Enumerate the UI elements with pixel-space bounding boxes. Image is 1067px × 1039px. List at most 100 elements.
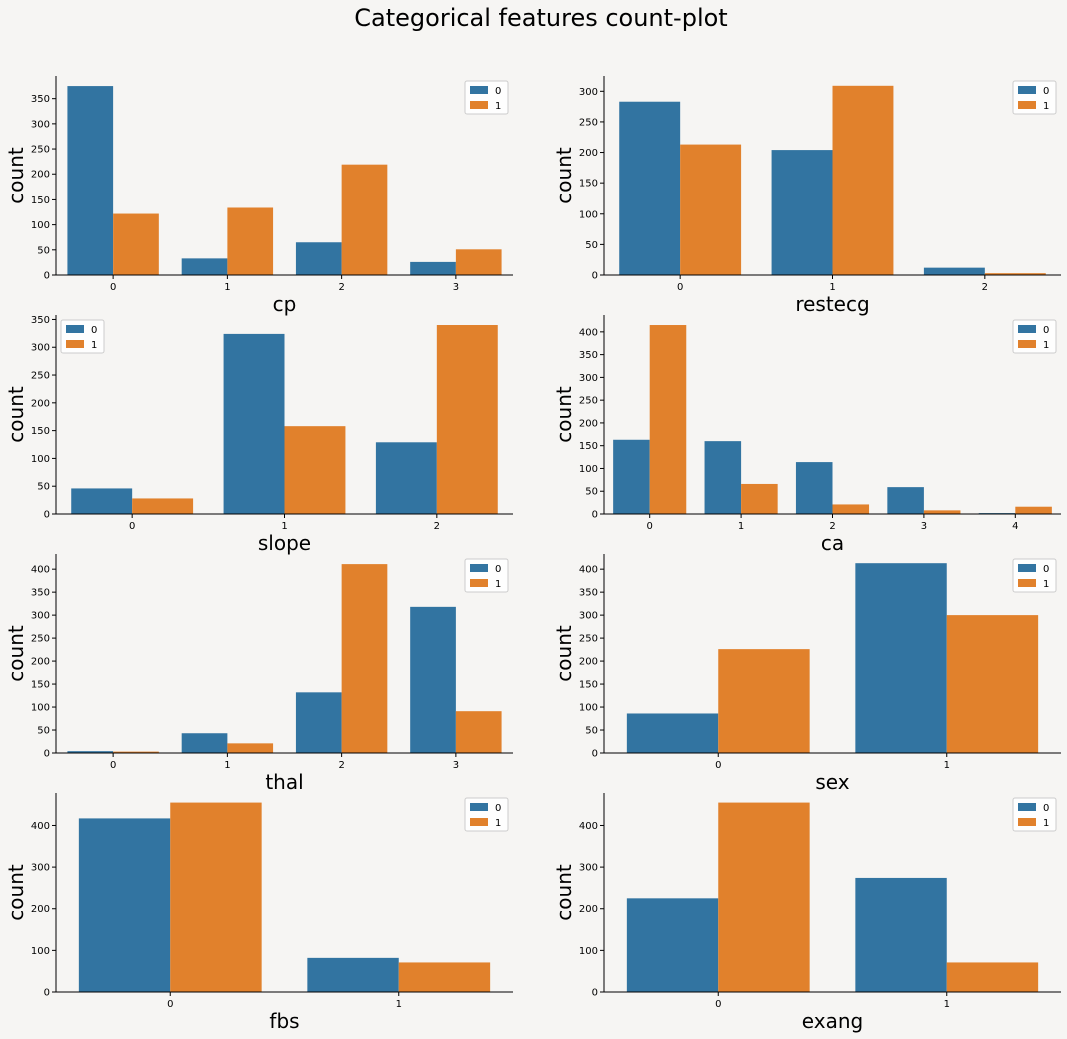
y-axis-label: count [4, 386, 28, 443]
legend-swatch [1018, 803, 1036, 811]
y-tick-label: 50 [585, 726, 598, 737]
bar-cp-2-series-1 [341, 164, 388, 275]
legend-label: 1 [1043, 101, 1049, 112]
x-axis-label: slope [258, 531, 311, 555]
x-tick-label: 1 [944, 999, 950, 1010]
y-tick-label: 400 [579, 821, 598, 832]
bar-exang-1-series-1 [946, 962, 1039, 992]
y-tick-label: 50 [37, 245, 50, 256]
x-tick-label: 0 [110, 760, 116, 771]
y-tick-label: 200 [31, 398, 50, 409]
bar-cp-2-series-0 [295, 242, 342, 275]
bar-restecg-2-series-1 [984, 273, 1046, 275]
bar-cp-1-series-0 [181, 258, 228, 275]
x-axis-label: thal [265, 770, 303, 794]
bar-ca-1-series-1 [741, 483, 778, 514]
bar-ca-0-series-0 [613, 439, 650, 514]
legend-swatch [470, 818, 488, 826]
bar-slope-1-series-1 [284, 426, 346, 514]
x-axis-label: ca [821, 531, 844, 555]
bar-ca-3-series-1 [923, 510, 961, 514]
y-tick-label: 300 [31, 611, 50, 622]
bar-sex-0-series-0 [626, 713, 719, 753]
y-tick-label: 400 [31, 821, 50, 832]
y-tick-label: 100 [579, 209, 598, 220]
bar-cp-3-series-0 [410, 261, 456, 275]
bar-restecg-1-series-0 [771, 150, 833, 275]
legend: 01 [464, 797, 509, 832]
y-tick-label: 0 [592, 988, 598, 999]
x-tick-label: 3 [453, 282, 459, 293]
bar-thal-1-series-0 [181, 733, 228, 753]
bar-slope-1-series-0 [223, 333, 285, 514]
y-tick-label: 300 [579, 87, 598, 98]
y-tick-label: 400 [579, 565, 598, 576]
legend-swatch [66, 325, 84, 333]
y-tick-label: 100 [579, 464, 598, 475]
y-tick-label: 300 [579, 863, 598, 874]
y-tick-label: 100 [579, 946, 598, 957]
legend-label: 1 [1043, 340, 1049, 351]
y-tick-label: 150 [579, 441, 598, 452]
y-tick-label: 0 [44, 271, 50, 282]
legend-label: 0 [495, 564, 501, 575]
y-tick-label: 0 [592, 749, 598, 760]
bar-thal-0-series-0 [67, 751, 114, 753]
legend-label: 1 [1043, 579, 1049, 590]
x-tick-label: 1 [396, 999, 402, 1010]
legend-label: 0 [495, 803, 501, 814]
y-tick-label: 300 [31, 343, 50, 354]
x-tick-label: 2 [338, 760, 344, 771]
legend-swatch [470, 564, 488, 572]
y-tick-label: 350 [31, 94, 50, 105]
bar-ca-1-series-0 [704, 441, 742, 514]
bar-restecg-0-series-0 [619, 101, 681, 275]
y-tick-label: 150 [31, 426, 50, 437]
legend-box [1012, 558, 1057, 593]
y-tick-label: 0 [44, 510, 50, 521]
legend-swatch [1018, 101, 1036, 109]
y-axis-label: count [552, 147, 576, 204]
legend-swatch [66, 340, 84, 348]
legend: 01 [1012, 558, 1057, 593]
y-tick-label: 150 [31, 195, 50, 206]
y-tick-label: 100 [31, 703, 50, 714]
x-tick-label: 0 [647, 521, 653, 532]
y-tick-label: 250 [31, 145, 50, 156]
y-tick-label: 400 [31, 565, 50, 576]
x-axis-label: exang [802, 1009, 863, 1033]
bar-ca-2-series-1 [832, 504, 870, 514]
legend-box [464, 558, 509, 593]
bar-thal-3-series-1 [455, 711, 502, 753]
x-tick-label: 1 [944, 760, 950, 771]
x-tick-label: 0 [677, 282, 683, 293]
y-tick-label: 100 [31, 454, 50, 465]
x-tick-label: 1 [829, 282, 835, 293]
y-tick-label: 350 [579, 588, 598, 599]
legend-label: 0 [1043, 564, 1049, 575]
legend-label: 1 [91, 340, 97, 351]
y-tick-label: 0 [592, 271, 598, 282]
y-tick-label: 200 [31, 904, 50, 915]
x-tick-label: 2 [982, 282, 988, 293]
legend-label: 1 [495, 101, 501, 112]
bar-cp-3-series-1 [455, 249, 502, 275]
y-tick-label: 400 [579, 327, 598, 338]
legend-swatch [1018, 325, 1036, 333]
bar-restecg-2-series-0 [923, 267, 985, 275]
bar-ca-2-series-0 [795, 462, 833, 514]
y-axis-label: count [4, 147, 28, 204]
x-tick-label: 1 [224, 760, 230, 771]
y-tick-label: 250 [579, 117, 598, 128]
legend: 01 [1012, 797, 1057, 832]
legend-label: 0 [1043, 325, 1049, 336]
x-axis-label: fbs [269, 1009, 299, 1033]
y-tick-label: 200 [579, 148, 598, 159]
bar-fbs-1-series-0 [307, 957, 399, 992]
